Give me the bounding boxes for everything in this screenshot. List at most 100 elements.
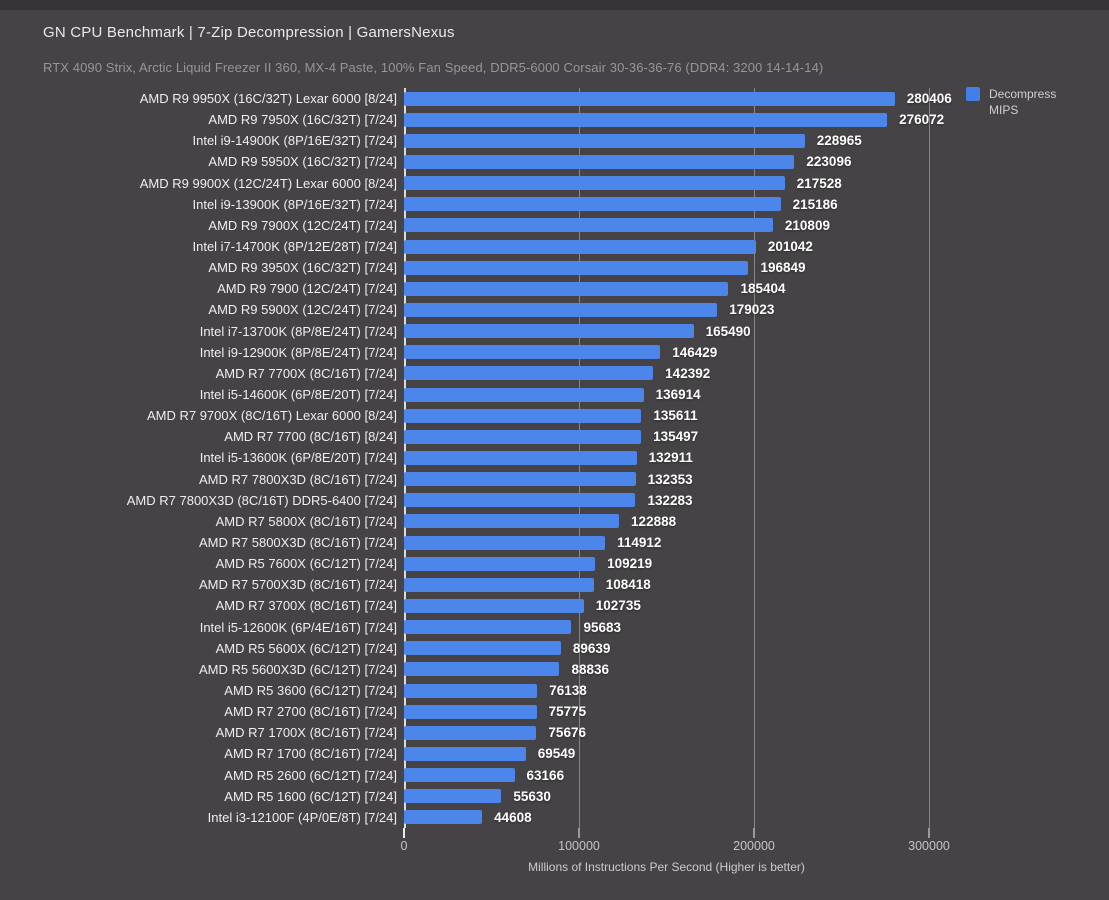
bar [404, 112, 888, 127]
chart-row: AMD R7 1700 (8C/16T) [7/24] 69549 [0, 743, 1109, 764]
chart-row: AMD R7 7800X3D (8C/16T) DDR5-6400 [7/24]… [0, 490, 1109, 511]
bar [404, 324, 694, 339]
x-tick-label: 300000 [908, 839, 950, 853]
bar-value-label: 55630 [513, 788, 551, 804]
bar-value-label: 132353 [647, 471, 693, 487]
chart-row: AMD R9 5900X (12C/24T) [7/24] 179023 [0, 299, 1109, 320]
bar-value-label: 215186 [792, 196, 838, 212]
bar [404, 577, 594, 592]
bar-value-label: 142392 [665, 365, 711, 381]
bar [404, 450, 637, 465]
bar-value-label: 228965 [816, 133, 862, 149]
bar-cell: 89639 [404, 638, 1109, 659]
bar-cell: 146429 [404, 342, 1109, 363]
bar [404, 91, 895, 106]
bar [404, 746, 526, 761]
bar-value-label: 122888 [631, 513, 677, 529]
x-tick-label: 100000 [558, 839, 600, 853]
bar-cell: 201042 [404, 236, 1109, 257]
bar-value-label: 223096 [806, 154, 852, 170]
bar [404, 133, 805, 148]
chart-row: Intel i5-14600K (6P/8E/20T) [7/24] 136914 [0, 384, 1109, 405]
chart-row: Intel i9-12900K (8P/8E/24T) [7/24] 146429 [0, 342, 1109, 363]
bar-value-label: 196849 [760, 260, 806, 276]
chart-row: AMD R5 5600X3D (6C/12T) [7/24] 88836 [0, 659, 1109, 680]
x-axis-tick [403, 828, 405, 838]
gridline [754, 88, 755, 828]
bar-value-label: 95683 [583, 619, 621, 635]
bar-value-label: 109219 [607, 556, 653, 572]
bar [404, 556, 596, 571]
bar-cell: 132353 [404, 469, 1109, 490]
bar-cell: 102735 [404, 595, 1109, 616]
bar-value-label: 135611 [653, 408, 698, 424]
category-label: AMD R7 7700X (8C/16T) [7/24] [215, 365, 397, 381]
bar [404, 725, 537, 740]
bar-cell: 223096 [404, 151, 1109, 172]
bar-value-label: 185404 [740, 281, 786, 297]
chart-row: AMD R5 3600 (6C/12T) [7/24] 76138 [0, 680, 1109, 701]
bar [404, 239, 756, 254]
x-axis-tick [753, 828, 755, 838]
bar-value-label: 75676 [548, 725, 586, 741]
x-tick-label: 200000 [733, 839, 775, 853]
bar [404, 704, 537, 719]
bar-value-label: 63166 [526, 767, 565, 783]
category-label: Intel i9-12900K (8P/8E/24T) [7/24] [199, 344, 397, 360]
legend-label: Decompress MIPS [989, 86, 1056, 118]
bar [404, 598, 584, 613]
chart-row: AMD R7 9700X (8C/16T) Lexar 6000 [8/24] 1… [0, 405, 1109, 426]
category-label: AMD R9 9900X (12C/24T) Lexar 6000 [8/24] [139, 175, 397, 191]
bar-value-label: 69549 [537, 746, 576, 762]
bar-cell: 88836 [404, 659, 1109, 680]
chart-row: AMD R9 7900 (12C/24T) [7/24] 185404 [0, 278, 1109, 299]
chart-row: AMD R9 7900X (12C/24T) [7/24] 210809 [0, 215, 1109, 236]
bar [404, 620, 572, 635]
bar-cell: 75676 [404, 722, 1109, 743]
bar-cell: 109219 [404, 553, 1109, 574]
category-label: Intel i5-14600K (6P/8E/20T) [7/24] [199, 387, 397, 403]
bar-cell: 132911 [404, 447, 1109, 468]
bar [404, 345, 661, 360]
category-label: AMD R7 5800X (8C/16T) [7/24] [215, 513, 397, 529]
chart-row: AMD R5 7600X (6C/12T) [7/24] 109219 [0, 553, 1109, 574]
bar [404, 662, 560, 677]
chart-row: Intel i7-13700K (8P/8E/24T) [7/24] 165490 [0, 321, 1109, 342]
category-label: AMD R7 1700 (8C/16T) [7/24] [224, 746, 397, 762]
category-label: AMD R9 9950X (16C/32T) Lexar 6000 [8/24] [139, 91, 397, 107]
category-label: AMD R9 5900X (12C/24T) [7/24] [208, 302, 397, 318]
bar-value-label: 108418 [605, 577, 651, 593]
chart-row: Intel i9-14900K (8P/16E/32T) [7/24] 22896… [0, 130, 1109, 151]
bar-cell: 136914 [404, 384, 1109, 405]
bar-cell: 228965 [404, 130, 1109, 151]
chart-row: AMD R9 9950X (16C/32T) Lexar 6000 [8/24]… [0, 88, 1109, 109]
bar-cell: 63166 [404, 765, 1109, 786]
bar-cell: 142392 [404, 363, 1109, 384]
bar-cell: 69549 [404, 743, 1109, 764]
bar [404, 302, 718, 317]
category-label: AMD R7 7700 (8C/16T) [8/24] [224, 429, 397, 445]
bar-cell: 114912 [404, 532, 1109, 553]
bar-value-label: 179023 [729, 302, 775, 318]
chart-row: Intel i5-12600K (6P/4E/16T) [7/24] 95683 [0, 617, 1109, 638]
bar [404, 768, 515, 783]
chart-row: AMD R7 5800X (8C/16T) [7/24] 122888 [0, 511, 1109, 532]
bar [404, 683, 538, 698]
category-label: AMD R9 7900 (12C/24T) [7/24] [217, 281, 397, 297]
category-label: AMD R7 3700X (8C/16T) [7/24] [215, 598, 397, 614]
chart-row: Intel i5-13600K (6P/8E/20T) [7/24] 132911 [0, 447, 1109, 468]
bar-value-label: 201042 [767, 239, 813, 255]
chart-subtitle: RTX 4090 Strix, Arctic Liquid Freezer II… [43, 60, 824, 75]
chart-row: AMD R9 7950X (16C/32T) [7/24] 276072 [0, 109, 1109, 130]
category-label: AMD R7 7800X3D (8C/16T) DDR5-6400 [7/24] [126, 492, 397, 508]
chart-row: AMD R5 1600 (6C/12T) [7/24] 55630 [0, 786, 1109, 807]
bar [404, 535, 606, 550]
category-label: Intel i5-13600K (6P/8E/20T) [7/24] [199, 450, 397, 466]
bar [404, 197, 781, 212]
legend: Decompress MIPS [966, 86, 1056, 118]
bar-value-label: 44608 [494, 809, 532, 825]
bar [404, 260, 749, 275]
category-label: AMD R7 7800X3D (8C/16T) [7/24] [199, 471, 397, 487]
bar-cell: 55630 [404, 786, 1109, 807]
